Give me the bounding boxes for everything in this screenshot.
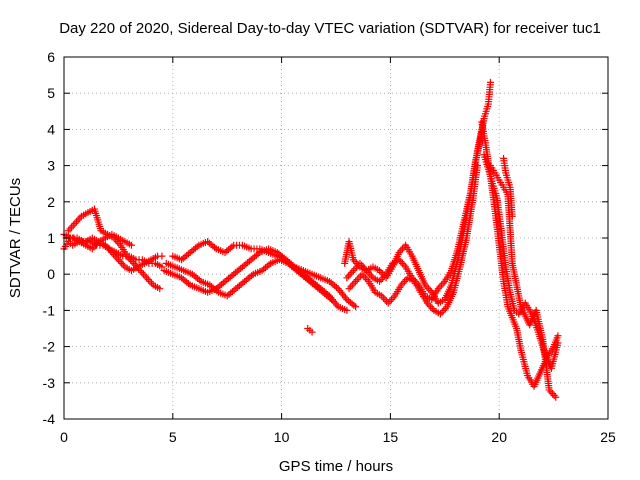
data-point [146, 277, 154, 285]
data-point [139, 270, 147, 278]
data-point [308, 328, 316, 336]
y-tick-label: 3 [47, 158, 55, 174]
data-point [398, 245, 406, 253]
y-tick-label: 6 [47, 49, 55, 65]
data-point [387, 296, 395, 304]
data-point [381, 296, 389, 304]
data-point [351, 265, 359, 273]
data-point [552, 393, 560, 401]
y-tick-label: -1 [43, 302, 56, 318]
data-point [73, 218, 81, 226]
data-point [138, 268, 146, 276]
data-point [348, 281, 356, 289]
data-point [346, 270, 354, 278]
data-point [69, 221, 77, 229]
y-tick-label: 5 [47, 85, 55, 101]
data-point [550, 391, 558, 399]
data-point [348, 268, 356, 276]
data-point [554, 339, 562, 347]
y-tick-label: 1 [47, 230, 55, 246]
data-point [352, 303, 360, 311]
data-point [402, 276, 410, 284]
series-track-b [62, 234, 166, 275]
x-tick-label: 15 [383, 429, 399, 445]
data-point [118, 259, 126, 267]
x-tick-label: 0 [60, 429, 68, 445]
data-point [486, 78, 494, 86]
data-point [355, 274, 363, 282]
data-points [60, 78, 562, 401]
series-track-m [480, 151, 562, 372]
series-track-h [304, 325, 316, 336]
data-point [328, 296, 336, 304]
data-point [127, 241, 135, 249]
data-point [352, 277, 360, 285]
series-track-k [343, 78, 494, 304]
data-point [158, 263, 166, 271]
data-point [156, 285, 164, 293]
y-tick-label: 4 [47, 121, 55, 137]
data-point [347, 283, 355, 291]
data-point [377, 276, 385, 284]
data-point [143, 274, 151, 282]
y-axis-label: SDTVAR / TECUs [7, 178, 24, 298]
series-track-j [345, 162, 481, 318]
data-point [144, 276, 152, 284]
data-point [554, 332, 562, 340]
data-point [349, 267, 357, 275]
y-tick-label: -3 [43, 375, 56, 391]
data-point [68, 223, 76, 231]
y-tick-label: 2 [47, 194, 55, 210]
data-point [353, 276, 361, 284]
series-track-f [162, 256, 336, 304]
data-point [345, 285, 353, 293]
data-point [345, 272, 353, 280]
data-point [386, 297, 394, 305]
x-tick-label: 5 [169, 429, 177, 445]
x-tick-label: 25 [600, 429, 616, 445]
x-axis-label: GPS time / hours [279, 458, 393, 475]
x-tick-label: 10 [274, 429, 290, 445]
data-point [71, 220, 79, 228]
series-track-d [60, 230, 135, 253]
series-track-c [64, 205, 164, 293]
data-point [549, 390, 557, 398]
data-point [508, 212, 516, 220]
data-point [343, 306, 351, 314]
y-tick-label: -4 [43, 411, 56, 427]
y-tick-label: 0 [47, 266, 55, 282]
x-tick-label: 20 [491, 429, 507, 445]
series-track-g [169, 238, 360, 311]
data-point [141, 272, 149, 280]
data-point [343, 274, 351, 282]
series-track-l [478, 118, 562, 390]
series-track-e [160, 245, 351, 314]
y-tick-label: -2 [43, 339, 56, 355]
chart-title: Day 220 of 2020, Sidereal Day-to-day VTE… [59, 20, 601, 37]
axis-ticks: 0 5 10 15 20 25 -4 -3 -2 -1 0 1 2 3 4 5 6 [43, 49, 616, 445]
data-point [66, 225, 74, 233]
data-point [353, 263, 361, 271]
data-point [74, 216, 82, 224]
data-point [427, 303, 435, 311]
series-track-o [500, 154, 516, 220]
grid [64, 57, 608, 419]
data-point [438, 281, 446, 289]
data-point [438, 308, 446, 316]
data-point [350, 279, 358, 287]
data-point [158, 252, 166, 260]
